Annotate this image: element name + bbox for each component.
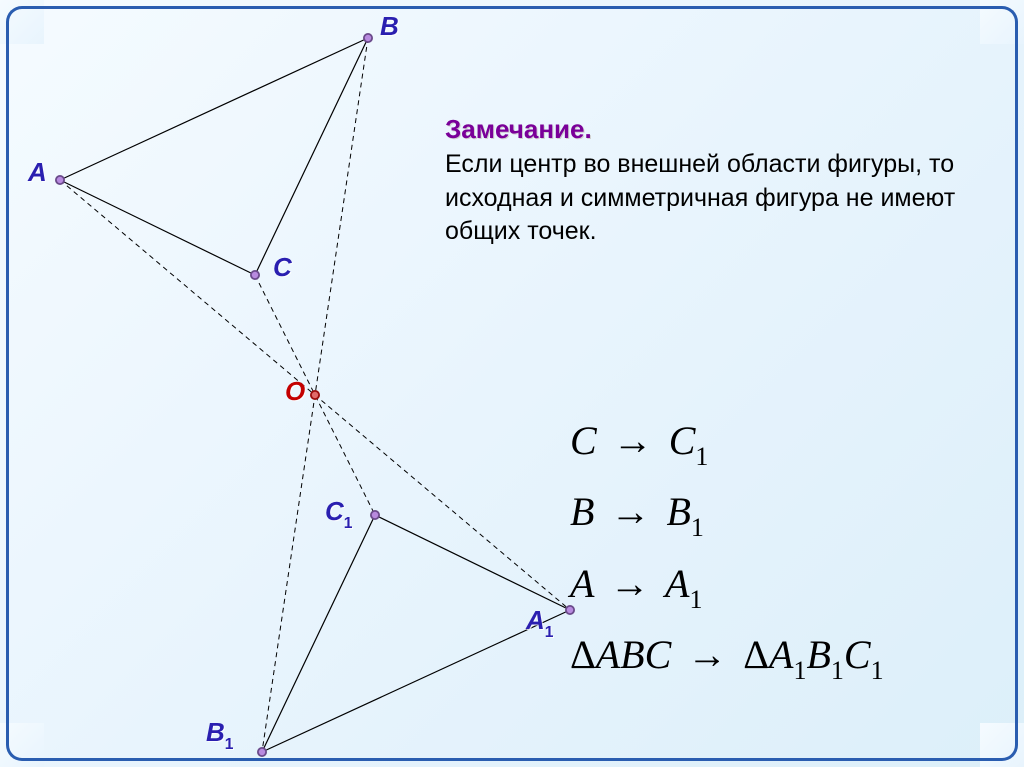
arrow-icon: → bbox=[681, 632, 733, 677]
mappings-block: C → C1 B → B1 A → A1 ΔABC → ΔA1B1C1 bbox=[570, 410, 884, 695]
map-row-a: A → A1 bbox=[570, 553, 884, 618]
delta-icon: Δ bbox=[570, 632, 596, 677]
point-label-b: В bbox=[380, 11, 399, 42]
arrow-icon: → bbox=[607, 418, 659, 463]
arrow-icon: → bbox=[604, 561, 656, 606]
map-row-b: B → B1 bbox=[570, 481, 884, 546]
point-label-c: С bbox=[273, 252, 292, 283]
point-label-a1: А1 bbox=[526, 605, 553, 640]
point-label-o: О bbox=[285, 376, 305, 407]
map-row-triangle: ΔABC → ΔA1B1C1 bbox=[570, 624, 884, 689]
point-label-b1: В1 bbox=[206, 717, 233, 752]
map-row-c: C → C1 bbox=[570, 410, 884, 475]
point-label-a: A bbox=[28, 157, 47, 188]
note-block: Замечание. Если центр во внешней области… bbox=[445, 112, 985, 249]
note-title: Замечание. bbox=[445, 114, 592, 144]
delta-icon: Δ bbox=[743, 632, 769, 677]
arrow-icon: → bbox=[604, 489, 656, 534]
point-label-c1: С1 bbox=[325, 496, 352, 531]
note-text: Если центр во внешней области фигуры, то… bbox=[445, 150, 955, 246]
